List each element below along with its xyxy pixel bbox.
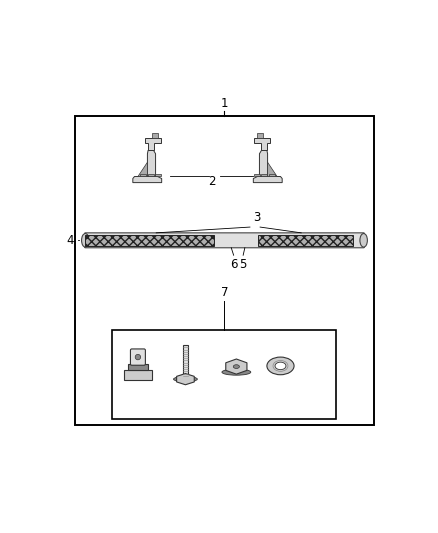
Polygon shape <box>254 139 270 150</box>
Polygon shape <box>140 174 146 176</box>
Text: 6: 6 <box>230 257 237 271</box>
Polygon shape <box>226 359 247 374</box>
Polygon shape <box>138 162 148 176</box>
Polygon shape <box>259 150 268 176</box>
Text: 3: 3 <box>253 212 261 224</box>
Polygon shape <box>268 162 277 176</box>
FancyBboxPatch shape <box>131 349 145 365</box>
Ellipse shape <box>173 376 197 382</box>
Bar <box>257 133 263 139</box>
Text: 7: 7 <box>221 286 228 298</box>
Ellipse shape <box>275 362 286 370</box>
Bar <box>258 235 353 246</box>
Polygon shape <box>253 176 282 183</box>
Ellipse shape <box>81 233 89 247</box>
Polygon shape <box>148 150 155 176</box>
Bar <box>75 116 374 425</box>
Ellipse shape <box>135 354 141 360</box>
FancyBboxPatch shape <box>124 370 152 380</box>
Bar <box>85 235 214 246</box>
Ellipse shape <box>360 233 367 247</box>
Bar <box>113 330 336 418</box>
Polygon shape <box>148 174 154 176</box>
Polygon shape <box>145 139 161 150</box>
Ellipse shape <box>233 365 240 368</box>
Polygon shape <box>269 174 276 176</box>
Polygon shape <box>177 374 194 385</box>
Ellipse shape <box>222 369 251 375</box>
Bar <box>152 133 158 139</box>
Polygon shape <box>133 176 162 183</box>
Text: 4: 4 <box>66 234 74 247</box>
Ellipse shape <box>267 357 294 375</box>
FancyBboxPatch shape <box>85 233 364 248</box>
Text: 2: 2 <box>208 175 215 188</box>
Bar <box>183 345 188 376</box>
Text: 1: 1 <box>221 96 228 110</box>
Polygon shape <box>155 174 161 176</box>
FancyBboxPatch shape <box>128 364 148 370</box>
Polygon shape <box>261 174 267 176</box>
Polygon shape <box>254 174 260 176</box>
Text: 5: 5 <box>240 257 247 271</box>
